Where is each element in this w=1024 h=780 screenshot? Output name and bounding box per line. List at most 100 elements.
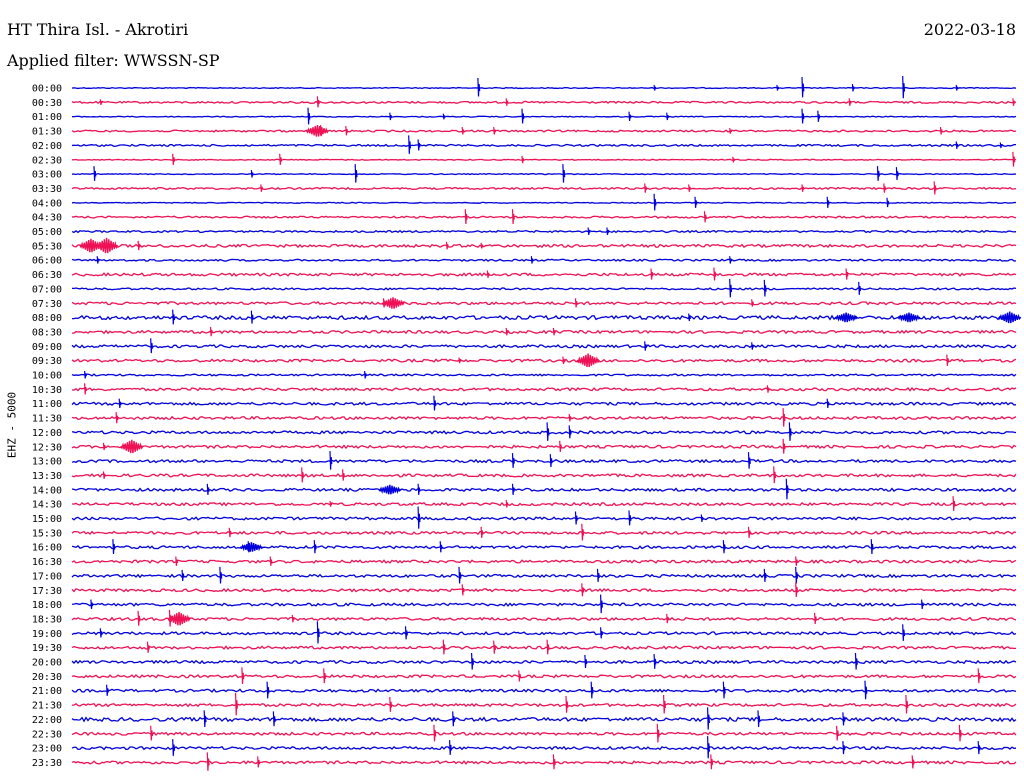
row-time-label: 12:00	[32, 428, 62, 439]
event-spike	[574, 298, 578, 308]
event-spike	[933, 181, 937, 195]
trace-line	[72, 314, 1017, 321]
event-spike	[628, 510, 632, 526]
event-spike	[700, 514, 704, 522]
trace-line	[71, 186, 1017, 191]
event-spike	[530, 256, 534, 264]
event-spike	[417, 506, 421, 529]
event-spike	[902, 75, 906, 99]
event-spike	[342, 469, 345, 481]
event-spike	[250, 310, 254, 324]
event-spike	[694, 196, 698, 208]
event-spike	[581, 523, 585, 541]
row-time-label: 17:00	[32, 571, 62, 582]
event-burst	[834, 312, 858, 323]
event-spike	[732, 156, 736, 163]
event-spike	[480, 242, 484, 249]
row-time-label: 20:30	[32, 672, 62, 683]
recording-date: 2022-03-18	[923, 20, 1016, 39]
trace-line	[71, 702, 1017, 708]
event-spike	[546, 422, 550, 441]
event-spike	[449, 740, 452, 755]
station-title: HT Thira Isl. - Akrotiri	[7, 20, 189, 39]
event-spike	[653, 653, 657, 669]
trace-line	[71, 115, 1017, 118]
event-spike	[795, 582, 799, 598]
row-time-label: 07:00	[32, 284, 62, 295]
row-time-label: 08:30	[32, 327, 62, 338]
event-spike	[1012, 98, 1016, 106]
event-spike	[329, 451, 333, 470]
row-time-label: 08:00	[32, 313, 62, 324]
trace-line	[71, 86, 1017, 90]
event-spike	[826, 196, 830, 208]
event-spike	[842, 741, 846, 755]
trace-line	[71, 501, 1017, 507]
event-spike	[279, 153, 283, 165]
trace-line	[71, 516, 1017, 521]
event-spike	[999, 142, 1003, 149]
event-spike	[842, 712, 846, 726]
event-spike	[518, 670, 522, 682]
event-spike	[546, 639, 550, 655]
trace-line	[71, 243, 1017, 249]
event-spike	[911, 755, 915, 769]
event-spike	[291, 614, 295, 623]
row-time-label: 04:30	[32, 213, 62, 224]
event-spike	[568, 425, 572, 439]
row-time-label: 11:00	[32, 399, 62, 410]
event-spike	[801, 184, 805, 192]
row-time-label: 22:00	[32, 715, 62, 726]
event-spike	[505, 98, 509, 106]
event-spike	[345, 126, 349, 136]
trace-line	[71, 645, 1017, 650]
event-burst	[897, 312, 921, 323]
event-spike	[203, 710, 207, 728]
event-spike	[458, 566, 462, 584]
event-spike	[596, 568, 600, 582]
event-spike	[181, 569, 185, 582]
row-time-label: 15:30	[32, 528, 62, 539]
event-spike	[439, 541, 443, 553]
event-spike	[729, 128, 733, 134]
event-spike	[313, 540, 317, 554]
trace-line	[71, 745, 1017, 751]
event-spike	[747, 526, 751, 538]
trace-line	[71, 630, 1017, 636]
row-time-label: 04:00	[32, 198, 62, 209]
trace-line	[71, 588, 1017, 593]
event-spike	[905, 694, 909, 714]
row-time-label: 03:30	[32, 184, 62, 195]
event-spike	[801, 108, 805, 124]
trace-line	[71, 287, 1017, 291]
event-spike	[480, 526, 484, 538]
event-spike	[939, 127, 943, 135]
trace-line	[71, 215, 1017, 219]
event-spike	[442, 639, 446, 655]
event-spike	[266, 681, 270, 699]
trace-line	[71, 100, 1017, 105]
trace-line	[71, 444, 1017, 450]
filter-label: Applied filter: WWSSN-SP	[7, 51, 220, 70]
event-spike	[644, 341, 648, 351]
event-spike	[650, 268, 654, 280]
row-time-label: 11:30	[32, 414, 62, 425]
event-spike	[99, 628, 103, 638]
event-spike	[883, 183, 887, 193]
event-spike	[795, 556, 799, 566]
event-spike	[316, 96, 320, 108]
event-spike	[568, 414, 572, 422]
row-time-label: 12:30	[32, 442, 62, 453]
row-time-label: 19:00	[32, 629, 62, 640]
row-time-label: 22:30	[32, 729, 62, 740]
row-time-label: 01:00	[32, 112, 62, 123]
event-spike	[458, 357, 462, 364]
trace-line	[71, 143, 1017, 148]
event-spike	[766, 385, 770, 393]
trace-line	[71, 272, 1017, 277]
event-spike	[845, 268, 849, 280]
event-spike	[486, 270, 490, 278]
event-spike	[817, 110, 821, 122]
row-time-label: 23:30	[32, 758, 62, 769]
